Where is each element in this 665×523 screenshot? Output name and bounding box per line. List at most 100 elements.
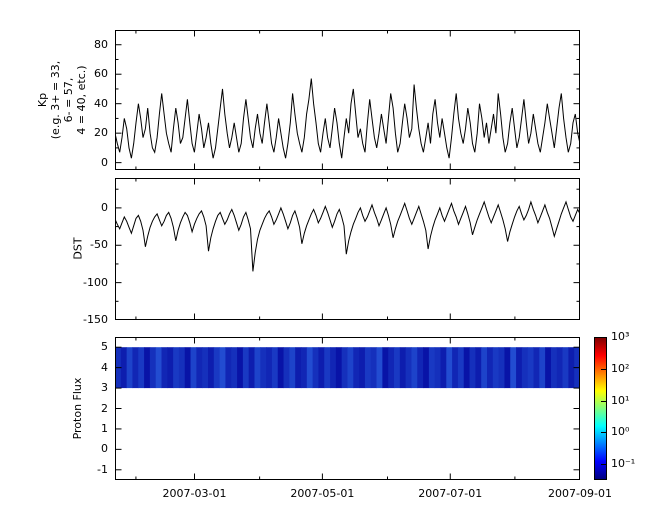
flux-band-column <box>120 347 128 389</box>
flux-band-column <box>347 347 354 389</box>
proton-flux-plot-canvas <box>115 337 580 480</box>
flux-band-column <box>504 347 511 389</box>
flux-band-column <box>463 347 470 389</box>
flux-band-column <box>405 347 412 389</box>
x-tick-label: 2007-09-01 <box>548 487 612 500</box>
flux-band-column <box>231 347 238 389</box>
colorbar-tick-label: 10⁻¹ <box>611 457 636 471</box>
kp-index-series <box>115 78 580 159</box>
flux-band-column <box>225 347 232 389</box>
flux-band-column <box>359 347 366 389</box>
flux-band-column <box>173 347 180 389</box>
flux-band-column <box>492 347 500 389</box>
y-tick-label: 5 <box>101 340 108 354</box>
flux-band-column <box>324 347 331 389</box>
y-tick-label: 0 <box>101 200 108 214</box>
flux-band-column <box>545 347 552 389</box>
flux-band-column <box>446 347 453 389</box>
y-tick-label: 40 <box>94 96 108 110</box>
flux-band-column <box>132 347 139 389</box>
flux-band-column <box>457 347 465 389</box>
flux-band-column <box>266 347 273 389</box>
flux-band-column <box>521 347 529 389</box>
flux-band-column <box>568 347 575 389</box>
flux-band-column <box>533 347 540 389</box>
y-tick-label: -100 <box>83 275 108 289</box>
dst-plot-canvas <box>115 178 580 320</box>
y-tick-label: 3 <box>101 381 108 395</box>
flux-band-column <box>399 347 407 389</box>
flux-band-column <box>510 347 517 389</box>
y-tick-label: -150 <box>83 313 108 326</box>
flux-band-column <box>144 347 151 389</box>
flux-band-column <box>417 347 424 389</box>
flux-band-column <box>388 347 395 389</box>
flux-band-column <box>335 347 343 389</box>
flux-band-column <box>434 347 441 389</box>
flux-band-column <box>248 347 255 389</box>
y-tick-label: 1 <box>101 421 108 435</box>
flux-band-column <box>469 347 476 389</box>
flux-band-column <box>295 347 302 389</box>
flux-band-column <box>318 347 325 389</box>
y-tick-label: 80 <box>94 37 108 51</box>
flux-band-column <box>376 347 383 389</box>
colorbar-tick-label: 10² <box>611 361 630 375</box>
flux-band-column <box>289 347 296 389</box>
flux-band-column <box>440 347 447 389</box>
x-tick-label: 2007-03-01 <box>162 487 227 500</box>
y-tick-label: 4 <box>101 360 108 374</box>
flux-band-column <box>161 347 168 389</box>
flux-band-column <box>277 347 284 389</box>
y-tick-label: 0 <box>101 442 108 456</box>
flux-band-column <box>481 347 488 389</box>
flux-band-column <box>428 347 436 389</box>
flux-band-column <box>516 347 523 389</box>
flux-band-column <box>452 347 459 389</box>
flux-band-column <box>301 347 308 389</box>
y-tick-label: 0 <box>101 155 108 169</box>
flux-band-column <box>550 347 558 389</box>
flux-band-column <box>126 347 133 389</box>
flux-band-column <box>306 347 314 389</box>
colorbar-tick-mark <box>601 464 606 465</box>
y-tick-label: -1 <box>97 462 108 476</box>
flux-band-column <box>208 347 215 389</box>
flux-band-column <box>330 347 337 389</box>
colorbar-tick-mark <box>601 369 606 370</box>
kp-plot-canvas <box>115 30 580 170</box>
dst-index-series <box>115 200 580 272</box>
flux-band-column <box>260 347 267 389</box>
flux-band-column <box>254 347 261 389</box>
y-tick-label: 20 <box>94 126 108 140</box>
x-tick-label: 2007-05-01 <box>290 487 355 500</box>
flux-band-column <box>562 347 569 389</box>
colorbar-tick-label: 10³ <box>611 330 630 343</box>
flux-band-column <box>411 347 418 389</box>
flux-band-column <box>382 347 389 389</box>
flux-band-column <box>556 347 563 389</box>
colorbar-tick-label: 10⁰ <box>611 425 630 439</box>
flux-band-column <box>184 347 191 389</box>
flux-band-column <box>423 347 430 389</box>
flux-band-column <box>527 347 534 389</box>
colorbar-tick-label: 10¹ <box>611 393 630 407</box>
colorbar-tick-mark <box>601 432 606 433</box>
flux-band-column <box>341 347 348 389</box>
flux-band-column <box>138 347 145 389</box>
axis-label-line: Kp <box>36 92 49 108</box>
x-tick-label: 2007-07-01 <box>418 487 483 500</box>
colorbar-tick-mark <box>601 401 606 402</box>
y-tick-label: -50 <box>90 238 108 252</box>
flux-band-column <box>149 347 157 389</box>
flux-band-column <box>196 347 203 389</box>
flux-band-column <box>283 347 290 389</box>
flux-band-column <box>155 347 162 389</box>
flux-band-column <box>178 347 186 389</box>
flux-band-column <box>202 347 209 389</box>
flux-band-column <box>242 347 250 389</box>
flux-band-column <box>219 347 226 389</box>
flux-band-column <box>370 347 377 389</box>
colorbar-tick-mark <box>601 337 606 338</box>
